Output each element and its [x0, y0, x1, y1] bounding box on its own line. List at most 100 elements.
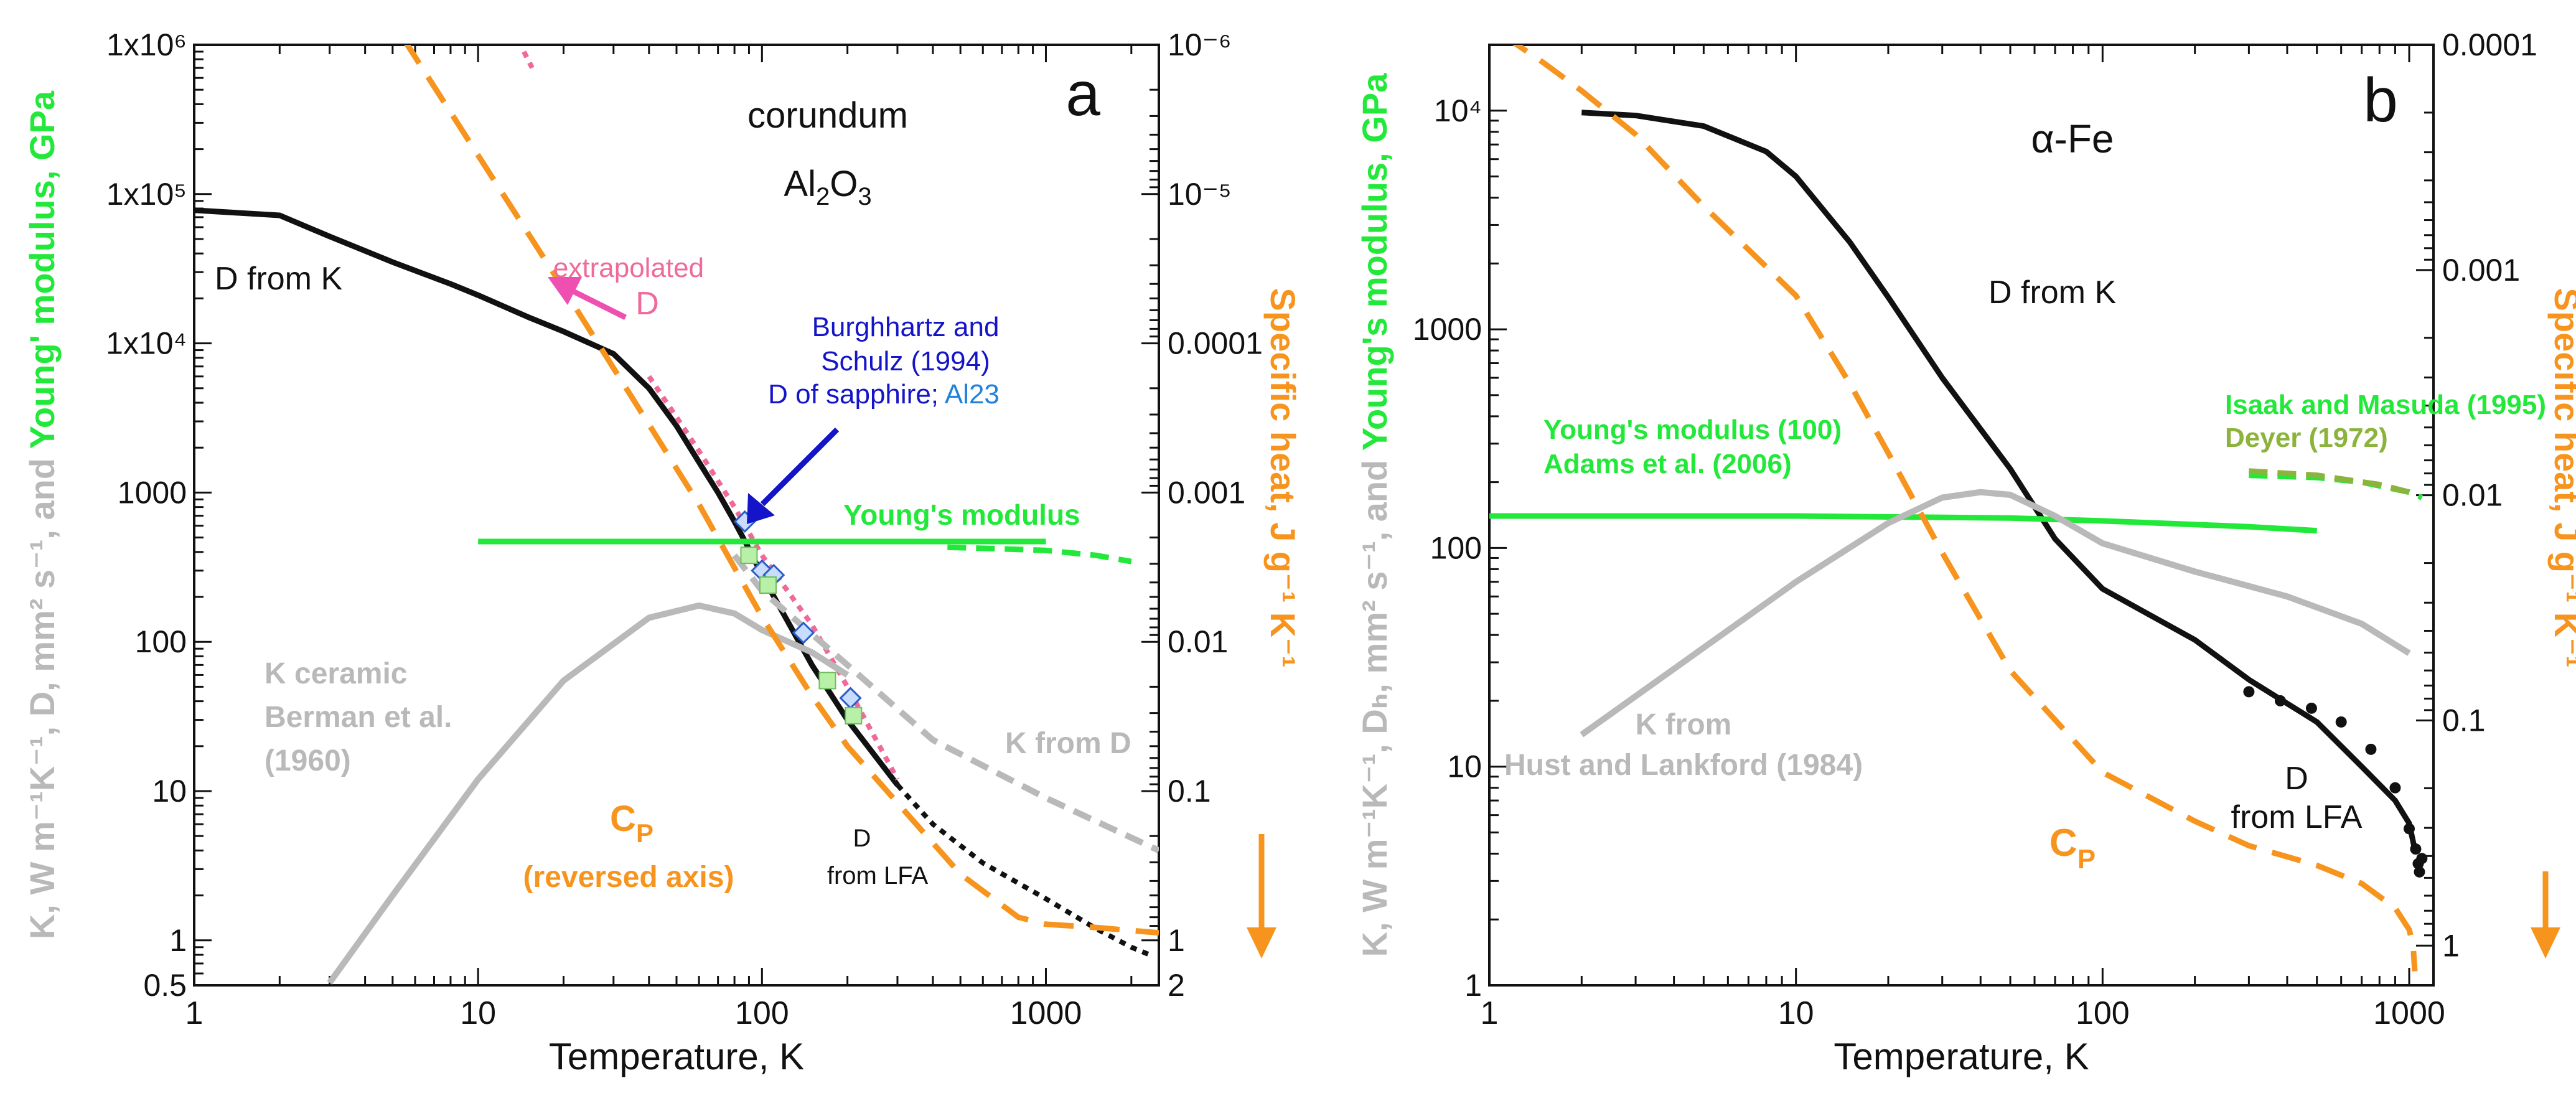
- panel-b-y2-tick-label: 0.0001: [2442, 27, 2537, 62]
- panel-a-y2-tick-label: 0.001: [1168, 475, 1245, 510]
- annot-a-extrapolated-d: D: [635, 286, 659, 322]
- panel-a-series-cp-reversed-axis: [404, 45, 1159, 936]
- panel-b-series-group: [1489, 45, 2428, 972]
- annot-a-d-lfa-line2: from LFA: [827, 862, 929, 889]
- annot-b-youngs-line1: Young's modulus (100): [1543, 415, 1842, 445]
- panel-a-y2-axis-label: Specific heat, J g⁻¹ K⁻¹: [1263, 288, 1303, 668]
- panel-b-y2-axis-label: Specific heat, J g⁻¹ K⁻¹: [2547, 288, 2576, 668]
- annot-a-d-lfa-line1: D: [853, 825, 871, 852]
- panel-b-y-tick-label: 10: [1447, 749, 1482, 784]
- panel-b-series-young-s-modulus-100-adams-et-al-2006: [1489, 513, 2317, 534]
- annot-a-al23: Al23: [945, 379, 1000, 410]
- panel-a-x-tick-label: 1: [185, 995, 204, 1031]
- panel-a-y2-tick-label: 0.01: [1168, 624, 1228, 659]
- panel-b-y-tick-label: 100: [1430, 530, 1482, 565]
- annot-a-d-from-k: D from K: [215, 261, 342, 297]
- panel-a-y2-tick-label: 0.1: [1168, 774, 1211, 809]
- panel-a-series-extrapolated-d-upper: [522, 50, 535, 69]
- annot-a-cp-note: (reversed axis): [523, 861, 734, 894]
- panel-b-d-from-lfa-point: [2389, 782, 2401, 794]
- panel-b-d-from-lfa-point: [2274, 695, 2286, 706]
- panel-a-y-tick-label: 1x10⁵: [106, 177, 187, 212]
- panel-a-y-axis-label: K, W m⁻¹K⁻¹, D, mm² s⁻¹, and Young' modu…: [22, 90, 62, 939]
- panel-a-series-k-ceramic-berman-et-al-1960: [327, 602, 850, 985]
- panel-a-y-tick-label: 1000: [118, 475, 187, 510]
- panel-a-label: a: [1066, 59, 1100, 129]
- panel-b-d-from-lfa-point: [2416, 853, 2428, 865]
- annot-b-cp: CP: [2049, 822, 2096, 875]
- panel-a-y-tick-label: 10: [152, 774, 187, 809]
- annot-a-burg-line3-text: D of sapphire;: [768, 379, 945, 410]
- panel-b-d-from-lfa-point: [2365, 743, 2377, 755]
- panel-a-y-tick-label: 0.5: [143, 968, 187, 1003]
- annot-b-k-from-line2: Hust and Lankford (1984): [1504, 749, 1863, 782]
- annot-b-isaak: Isaak and Masuda (1995): [2225, 390, 2546, 420]
- panel-b-d-from-lfa-point: [2403, 823, 2415, 835]
- panel-a-x-tick-label: 100: [735, 995, 789, 1031]
- panel-b-y2-tick-label: 0.001: [2442, 253, 2520, 288]
- panel-a-y-axis-label-part2: Young' modulus, GPa: [22, 90, 62, 449]
- panel-b-series-d-from-k: [1581, 110, 2419, 855]
- panel-b-d-from-lfa-point: [2410, 843, 2422, 855]
- panel-a-y-tick-label: 1x10⁶: [106, 27, 187, 62]
- panel-b-series-cp: [1512, 45, 2418, 972]
- panel-b-d-from-lfa-point: [2305, 702, 2317, 714]
- annot-b-d-lfa-line1: D: [2285, 761, 2308, 797]
- panel-a-burghhartz-and-schulz-1994-d-of-sapphire-marker: [792, 621, 815, 644]
- panel-a-al23-marker: [759, 576, 777, 594]
- panel-b-y-axis-label-part2: Young's modulus, GPa: [1355, 73, 1394, 451]
- panel-b-label: b: [2363, 65, 2398, 135]
- annot-a-burg-line1: Burghhartz and: [812, 312, 1000, 342]
- panel-b-x-axis-label: Temperature, K: [1834, 1036, 2089, 1077]
- panel-b-y-tick-label: 10⁴: [1434, 93, 1482, 128]
- panel-b-series-k-from-hust-and-lankford-1984: [1580, 489, 2411, 738]
- annot-a-burg-arrow-head: [747, 493, 775, 524]
- panel-a-y2-tick-label: 0.0001: [1168, 326, 1263, 361]
- panel-a-y-tick-label: 1: [169, 923, 187, 958]
- annot-a-cp-sub: P: [636, 818, 653, 848]
- panel-a-y-tick-label: 1x10⁴: [106, 326, 187, 361]
- panel-b-series-deyer-1972: [2249, 468, 2410, 495]
- annot-a-extrapolated-arrow-shaft: [568, 286, 627, 321]
- panel-b-y2-tick-label: 1: [2442, 928, 2460, 963]
- annot-b-k-from-line1: K from: [1636, 708, 1732, 741]
- panel-a-series-young-s-modulus-high-t: [947, 544, 1132, 565]
- panel-a-y2-tick-label: 10⁻⁵: [1168, 177, 1232, 212]
- annot-a-k-ceramic-line3: (1960): [265, 744, 351, 777]
- panel-a: a corundum Al2O3 1 10 100 1000 Temperature, …: [22, 27, 1303, 1077]
- panel-b-y-axis-label: K, W m⁻¹K⁻¹, Dₕ, mm² s⁻¹, and Young's mo…: [1355, 73, 1394, 957]
- panel-b-series-isaak-and-masuda-1995: [2249, 472, 2424, 500]
- panel-a-x-tick-label: 1000: [1010, 995, 1082, 1031]
- panel-b-y2-tick-label: 0.1: [2442, 703, 2486, 738]
- annot-b-d-from-k: D from K: [1988, 274, 2116, 311]
- annot-b-youngs-line2: Adams et al. (2006): [1543, 449, 1792, 479]
- panel-a-al23-marker: [845, 706, 863, 724]
- panel-b-d-from-lfa-point: [2243, 686, 2255, 698]
- panel-b-y2-arrow-head: [2531, 927, 2560, 959]
- panel-b-y-axis-label-part1: K, W m⁻¹K⁻¹, Dₕ, mm² s⁻¹, and: [1355, 451, 1394, 957]
- panel-a-y2-tick-label: 2: [1168, 968, 1185, 1003]
- panel-a-series-extrapolated-d: [647, 375, 900, 781]
- panel-b-y-tick-label: 1: [1464, 968, 1482, 1003]
- panel-a-y2-tick-label: 1: [1168, 923, 1185, 958]
- panel-b-x-tick-label: 10: [1778, 995, 1814, 1031]
- panel-b: b α-Fe 1 10 100 1000 Temperature, K 1 10 100 100…: [1355, 27, 2576, 1077]
- panel-a-series-d-from-lfa: [896, 783, 1155, 959]
- annot-a-burg-line2: Schulz (1994): [821, 346, 990, 377]
- panel-b-x-tick-label: 1: [1481, 995, 1499, 1031]
- annot-a-burg-line3: D of sapphire; Al23: [768, 379, 1000, 410]
- panel-a-y-tick-label: 100: [135, 624, 187, 659]
- panel-b-y-tick-label: 1000: [1413, 312, 1482, 347]
- panel-a-x-axis-label: Temperature, K: [549, 1036, 804, 1077]
- annot-a-k-ceramic-line2: Berman et al.: [265, 701, 452, 734]
- annot-b-deyer: Deyer (1972): [2225, 423, 2388, 453]
- panel-a-y-axis-label-part1: K, W m⁻¹K⁻¹, D, mm² s⁻¹, and: [22, 449, 62, 939]
- panel-a-y2-tick-label: 10⁻⁶: [1168, 27, 1232, 62]
- panel-a-series-k-from-d: [732, 553, 1159, 853]
- panel-b-x-tick-label: 1000: [2373, 995, 2445, 1031]
- panel-a-title-line2: Al2O3: [784, 164, 871, 210]
- annot-a-k-ceramic-line1: K ceramic: [265, 657, 407, 690]
- annot-a-burg-arrow-shaft: [760, 427, 840, 507]
- annot-a-youngs: Young's modulus: [843, 499, 1080, 531]
